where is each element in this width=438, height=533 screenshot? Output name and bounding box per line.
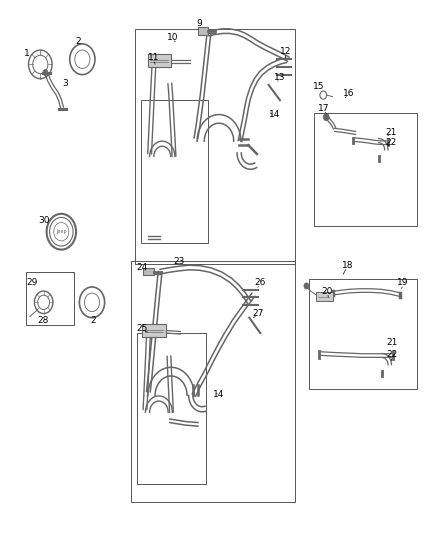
- Text: 25: 25: [137, 325, 148, 334]
- Text: 22: 22: [387, 350, 398, 359]
- Text: 3: 3: [62, 79, 67, 88]
- Circle shape: [43, 69, 48, 76]
- Bar: [309, 279, 417, 389]
- Text: 27: 27: [252, 309, 263, 318]
- Bar: [142, 324, 166, 337]
- Text: 28: 28: [38, 316, 49, 325]
- Text: 21: 21: [387, 338, 398, 347]
- Text: 16: 16: [343, 89, 354, 98]
- Text: 10: 10: [167, 33, 179, 42]
- Text: 20: 20: [322, 287, 333, 296]
- Text: 13: 13: [274, 72, 286, 82]
- Circle shape: [323, 114, 329, 120]
- Bar: [137, 333, 206, 484]
- Bar: [131, 261, 295, 502]
- Text: 26: 26: [254, 278, 266, 287]
- Text: 2: 2: [75, 37, 81, 46]
- Text: 14: 14: [213, 390, 225, 399]
- Text: 18: 18: [342, 261, 353, 270]
- Bar: [148, 54, 171, 67]
- Text: 12: 12: [280, 47, 291, 56]
- Text: 29: 29: [26, 278, 38, 287]
- Text: 22: 22: [386, 138, 397, 147]
- Bar: [141, 100, 208, 244]
- Circle shape: [304, 283, 309, 289]
- Text: 9: 9: [196, 19, 201, 28]
- Text: 23: 23: [173, 257, 185, 266]
- Text: 19: 19: [397, 278, 409, 287]
- Text: 17: 17: [318, 104, 329, 114]
- Text: 21: 21: [386, 128, 397, 137]
- Text: 11: 11: [148, 53, 159, 62]
- Text: 30: 30: [39, 216, 50, 225]
- Text: 24: 24: [137, 263, 148, 272]
- Bar: [135, 29, 295, 264]
- Text: 1: 1: [24, 49, 30, 58]
- Text: 15: 15: [313, 82, 325, 91]
- Text: 2: 2: [90, 316, 95, 325]
- Bar: [198, 27, 208, 35]
- Bar: [316, 292, 332, 301]
- Text: Jeep: Jeep: [56, 229, 67, 234]
- Text: 14: 14: [269, 109, 280, 118]
- Bar: [143, 268, 154, 275]
- Bar: [314, 113, 417, 225]
- Bar: [25, 272, 74, 325]
